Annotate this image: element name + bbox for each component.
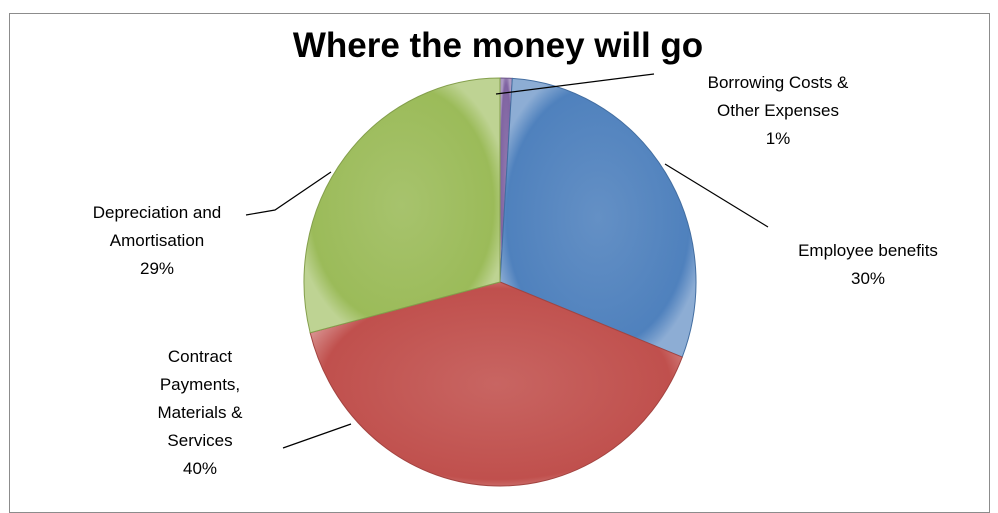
slice-label-line: Borrowing Costs & [708,73,849,92]
slice-label-line: Amortisation [110,231,204,250]
slice-label: Employee benefits 30% [798,241,938,288]
leader-line [245,171,332,216]
chart-title: Where the money will go [293,26,703,65]
pie-slice [499,77,697,358]
slice-label-line: Payments, [160,375,240,394]
slice-label-line: Employee benefits [798,241,938,260]
slice-label: Depreciation and Amortisation 29% [93,203,222,278]
pie-slice [309,281,683,487]
slice-label: Borrowing Costs & Other Expenses 1% [708,73,849,148]
slice-label-line: Contract [168,347,233,366]
leader-line [282,423,352,449]
leader-lines [245,73,769,449]
slice-label-line: Materials & [157,403,243,422]
slice-label-line: Services [167,431,232,450]
slice-percent-label: 30% [851,269,885,288]
slice-labels: Borrowing Costs & Other Expenses 1% Employe… [93,73,938,478]
slice-percent-label: 1% [766,129,791,148]
pie-slices [303,77,697,487]
slice-percent-label: 29% [140,259,174,278]
pie-slice [303,77,501,334]
pie-chart: Where the money will go Borrowing Costs … [93,26,938,487]
slice-label-line: Depreciation and [93,203,222,222]
slice-percent-label: 40% [183,459,217,478]
leader-line [495,73,655,95]
leader-line [664,163,769,228]
slice-label-line: Other Expenses [717,101,839,120]
slice-label: Contract Payments, Materials & Services 40% [157,347,243,478]
